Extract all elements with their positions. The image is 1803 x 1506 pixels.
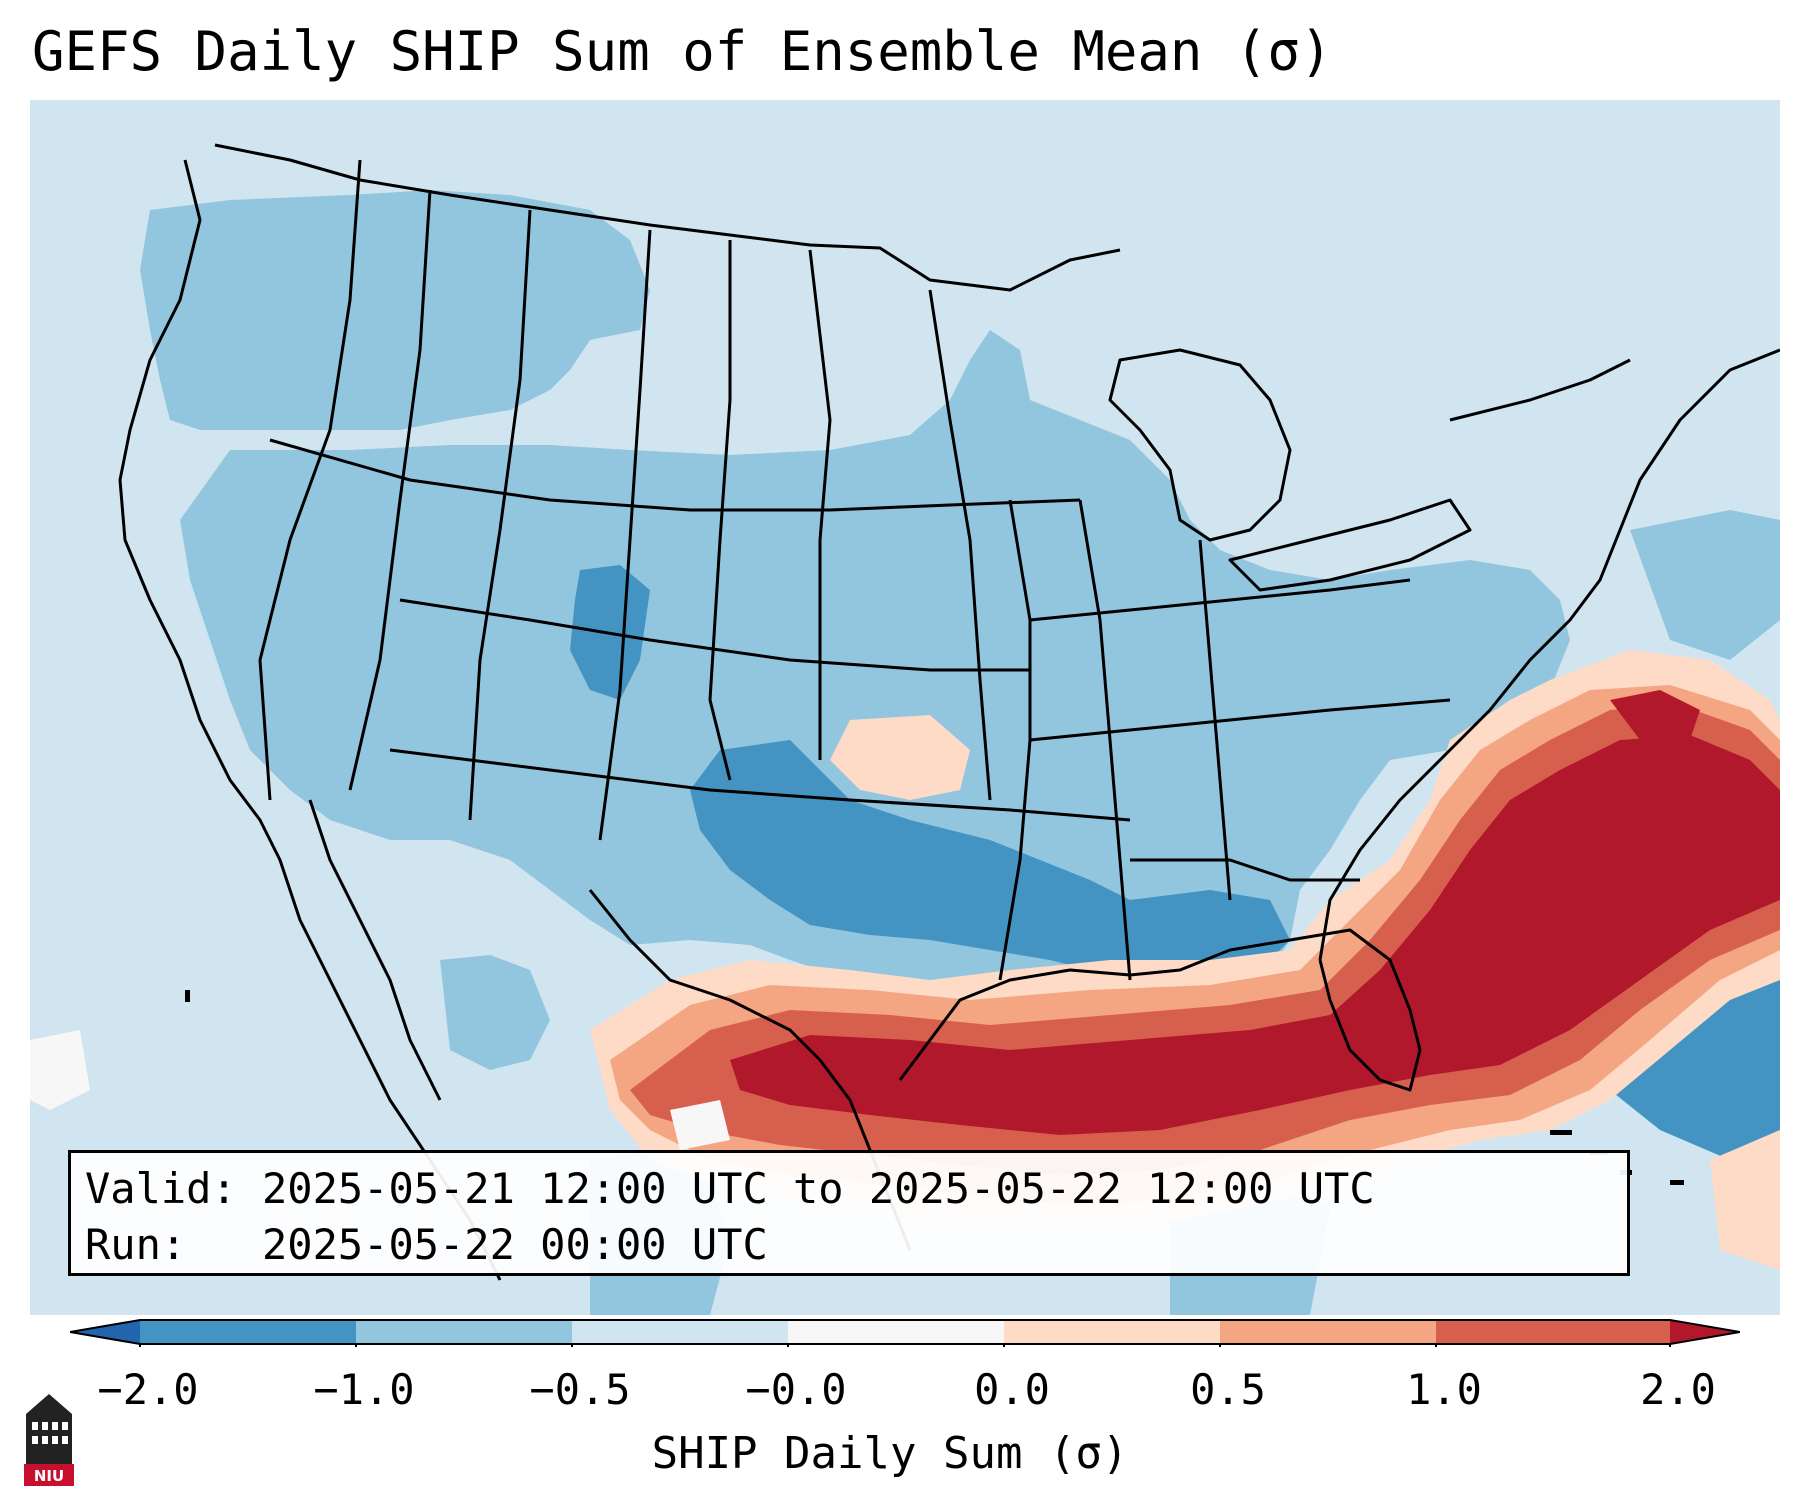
colorbar-segment-3 bbox=[788, 1320, 1004, 1344]
colorbar-segment-1 bbox=[356, 1320, 572, 1344]
colorbar-segment-0 bbox=[140, 1320, 356, 1344]
anomaly-field-near-zero bbox=[30, 1030, 730, 1150]
colorbar-tick-label: −2.0 bbox=[97, 1365, 199, 1414]
niu-tower-logo-icon: NIU bbox=[24, 1394, 74, 1486]
valid-run-info-box: Valid: 2025-05-21 12:00 UTC to 2025-05-2… bbox=[68, 1150, 1630, 1276]
colorbar-tick-label: 0.0 bbox=[974, 1365, 1050, 1414]
colorbar-extend-low bbox=[70, 1320, 140, 1344]
map-title: GEFS Daily SHIP Sum of Ensemble Mean (σ) bbox=[32, 20, 1333, 83]
colorbar-segment-2 bbox=[572, 1320, 788, 1344]
colorbar-tick-label: −0.0 bbox=[745, 1365, 847, 1414]
geo-boundaries bbox=[118, 143, 1780, 1281]
colorbar-extend-high bbox=[1670, 1320, 1740, 1344]
run-line: Run: 2025-05-22 00:00 UTC bbox=[85, 1217, 1627, 1273]
colorbar-segment-6 bbox=[1436, 1320, 1670, 1344]
run-value: 2025-05-22 00:00 UTC bbox=[262, 1220, 768, 1269]
valid-line: Valid: 2025-05-21 12:00 UTC to 2025-05-2… bbox=[85, 1161, 1627, 1217]
colorbar-tick-label: −1.0 bbox=[313, 1365, 415, 1414]
colorbar-tick-label: 2.0 bbox=[1640, 1365, 1716, 1414]
anomaly-field-plus-two bbox=[730, 690, 1780, 1135]
valid-label: Valid: bbox=[85, 1164, 237, 1213]
valid-value: 2025-05-21 12:00 UTC to 2025-05-22 12:00… bbox=[262, 1164, 1375, 1213]
colorbar bbox=[70, 1319, 1740, 1347]
colorbar-segment-5 bbox=[1220, 1320, 1436, 1344]
colorbar-label: SHIP Daily Sum (σ) bbox=[651, 1428, 1129, 1479]
colorbar-ticks bbox=[139, 1344, 1671, 1347]
logo-text: NIU bbox=[34, 1467, 64, 1485]
colorbar-tick-label: 0.5 bbox=[1190, 1365, 1266, 1414]
colorbar-segment-4 bbox=[1004, 1320, 1220, 1344]
run-label: Run: bbox=[85, 1220, 187, 1269]
map-panel bbox=[30, 100, 1780, 1315]
ship-map bbox=[30, 100, 1780, 1315]
colorbar-tick-label: 1.0 bbox=[1406, 1365, 1482, 1414]
colorbar-tick-label: −0.5 bbox=[529, 1365, 631, 1414]
